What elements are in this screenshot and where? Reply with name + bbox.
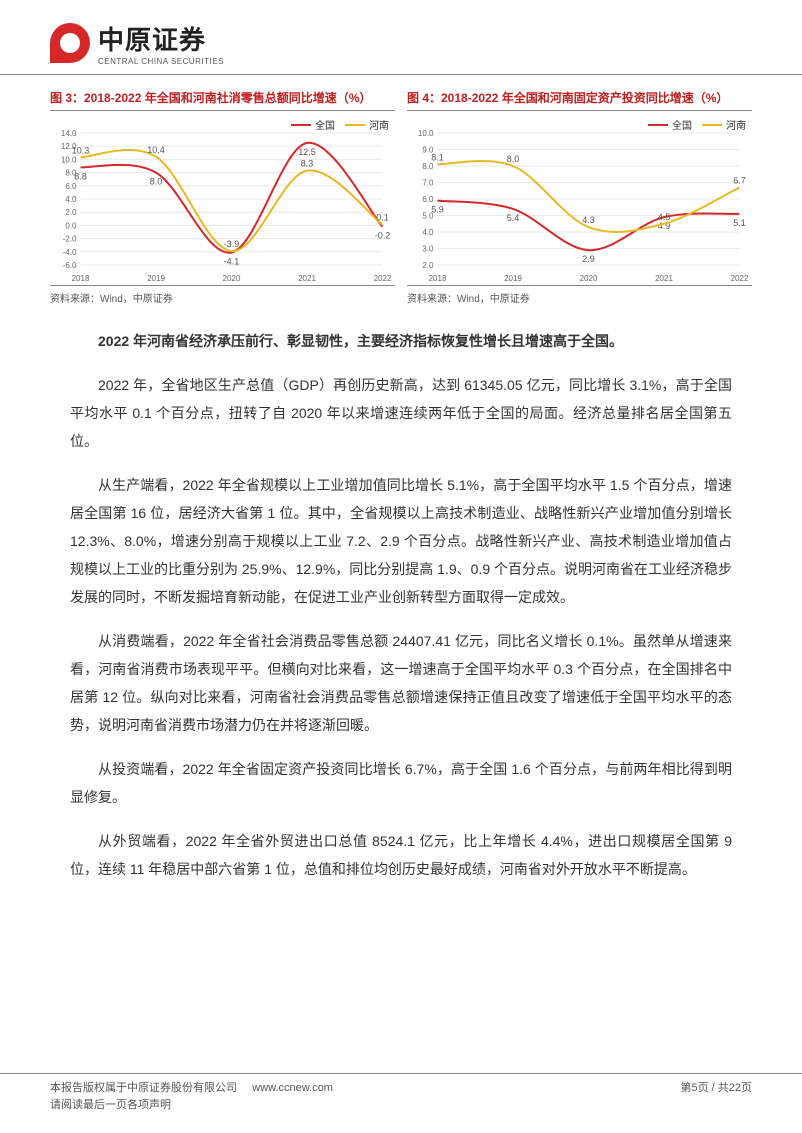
chart-4-legend: 全国 河南: [648, 117, 746, 132]
svg-text:6.0: 6.0: [422, 195, 434, 204]
svg-text:2019: 2019: [147, 274, 165, 283]
svg-text:-0.2: -0.2: [375, 231, 391, 241]
legend-item-henan: 河南: [345, 117, 389, 132]
paragraph-1: 2022 年，全省地区生产总值（GDP）再创历史新高，达到 61345.05 亿…: [70, 371, 732, 455]
svg-text:12.5: 12.5: [298, 147, 316, 157]
footer-url: www.ccnew.com: [252, 1082, 333, 1094]
lead-paragraph: 2022 年河南省经济承压前行、彰显韧性，主要经济指标恢复性增长且增速高于全国。: [70, 327, 732, 355]
chart-3-source: 资料来源：Wind，中原证券: [50, 285, 395, 309]
svg-text:0.0: 0.0: [65, 221, 77, 230]
paragraph-5: 从外贸端看，2022 年全省外贸进出口总值 8524.1 亿元，比上年增长 4.…: [70, 827, 732, 883]
chart-3-legend: 全国 河南: [291, 117, 389, 132]
footer-left: 本报告版权属于中原证券股份有限公司 www.ccnew.com 请阅读最后一页各…: [50, 1080, 333, 1115]
svg-text:5.4: 5.4: [507, 213, 520, 223]
logo-text-en: CENTRAL CHINA SECURITIES: [98, 57, 224, 66]
legend-swatch: [702, 124, 722, 126]
legend-swatch: [648, 124, 668, 126]
svg-text:4.5: 4.5: [658, 212, 671, 222]
logo: 中原证券 CENTRAL CHINA SECURITIES: [50, 20, 752, 66]
svg-text:-6.0: -6.0: [63, 261, 77, 270]
paragraph-4: 从投资端看，2022 年全省固定资产投资同比增长 6.7%，高于全国 1.6 个…: [70, 755, 732, 811]
svg-text:3.0: 3.0: [422, 245, 434, 254]
body-text: 2022 年河南省经济承压前行、彰显韧性，主要经济指标恢复性增长且增速高于全国。…: [0, 309, 802, 883]
svg-text:2.9: 2.9: [582, 254, 595, 264]
legend-swatch: [291, 124, 311, 126]
svg-text:5.1: 5.1: [733, 218, 746, 228]
svg-text:2018: 2018: [429, 274, 447, 283]
svg-text:2019: 2019: [504, 274, 522, 283]
svg-text:2.0: 2.0: [65, 208, 77, 217]
svg-text:2021: 2021: [298, 274, 316, 283]
chart-4-title: 图 4：2018-2022 年全国和河南固定资产投资同比增速（%）: [407, 85, 752, 111]
charts-row: 图 3：2018-2022 年全国和河南社消零售总额同比增速（%） 全国 河南 …: [0, 75, 802, 309]
legend-item-national: 全国: [291, 117, 335, 132]
logo-text-cn: 中原证券: [98, 20, 224, 57]
footer-copyright: 本报告版权属于中原证券股份有限公司: [50, 1082, 237, 1094]
chart-4-svg: 2.03.04.05.06.07.08.09.010.0201820192020…: [407, 115, 752, 285]
chart-3-svg: -6.0-4.0-2.00.02.04.06.08.010.012.014.02…: [50, 115, 395, 285]
svg-text:0.1: 0.1: [376, 213, 389, 223]
footer-notice: 请阅读最后一页各项声明: [50, 1099, 171, 1111]
chart-3-block: 图 3：2018-2022 年全国和河南社消零售总额同比增速（%） 全国 河南 …: [50, 85, 395, 309]
svg-text:-4.0: -4.0: [63, 248, 77, 257]
svg-text:5.9: 5.9: [431, 205, 444, 215]
legend-swatch: [345, 124, 365, 126]
chart-3-area: 全国 河南 -6.0 -4.0 -2.0 0.0 2.0 4.0 6.0 8.0 10.0 12.…: [50, 115, 395, 285]
svg-text:2.0: 2.0: [422, 261, 434, 270]
svg-text:14.0: 14.0: [61, 129, 77, 138]
svg-text:4.0: 4.0: [65, 195, 77, 204]
svg-text:2022: 2022: [731, 274, 749, 283]
svg-text:10.0: 10.0: [418, 129, 434, 138]
svg-text:2018: 2018: [72, 274, 90, 283]
paragraph-2: 从生产端看，2022 年全省规模以上工业增加值同比增长 5.1%，高于全国平均水…: [70, 471, 732, 611]
legend-label: 全国: [315, 117, 335, 132]
svg-text:-4.1: -4.1: [224, 256, 240, 266]
svg-text:7.0: 7.0: [422, 179, 434, 188]
chart-4-source: 资料来源：Wind，中原证券: [407, 285, 752, 309]
paragraph-3: 从消费端看，2022 年全省社会消费品零售总额 24407.41 亿元，同比名义…: [70, 627, 732, 739]
svg-text:4.3: 4.3: [582, 215, 595, 225]
svg-text:2020: 2020: [223, 274, 241, 283]
footer: 本报告版权属于中原证券股份有限公司 www.ccnew.com 请阅读最后一页各…: [0, 1073, 802, 1115]
svg-text:2022: 2022: [374, 274, 392, 283]
svg-text:8.0: 8.0: [507, 154, 520, 164]
footer-page: 第5页 / 共22页: [680, 1082, 752, 1094]
chart-4-area: 全国 河南 2.03.04.05.06.07.08.09.010.0201820…: [407, 115, 752, 285]
footer-right: 第5页 / 共22页: [680, 1080, 752, 1115]
logo-mark-icon: [50, 23, 90, 63]
svg-text:10.0: 10.0: [61, 155, 77, 164]
legend-item-national: 全国: [648, 117, 692, 132]
svg-text:-3.9: -3.9: [224, 239, 240, 249]
legend-label: 河南: [726, 117, 746, 132]
svg-text:8.0: 8.0: [150, 177, 163, 187]
svg-text:6.0: 6.0: [65, 182, 77, 191]
svg-text:2020: 2020: [580, 274, 598, 283]
page: 中原证券 CENTRAL CHINA SECURITIES 图 3：2018-2…: [0, 0, 802, 1133]
svg-text:10.3: 10.3: [72, 145, 90, 155]
svg-text:8.3: 8.3: [301, 159, 314, 169]
svg-text:8.0: 8.0: [422, 162, 434, 171]
svg-text:10.4: 10.4: [147, 145, 165, 155]
svg-text:4.0: 4.0: [422, 228, 434, 237]
svg-text:-2.0: -2.0: [63, 235, 77, 244]
header: 中原证券 CENTRAL CHINA SECURITIES: [0, 20, 802, 75]
svg-text:8.8: 8.8: [74, 171, 87, 181]
chart-3-title: 图 3：2018-2022 年全国和河南社消零售总额同比增速（%）: [50, 85, 395, 111]
svg-text:6.7: 6.7: [733, 175, 746, 185]
svg-text:2021: 2021: [655, 274, 673, 283]
chart-4-block: 图 4：2018-2022 年全国和河南固定资产投资同比增速（%） 全国 河南 …: [407, 85, 752, 309]
svg-text:8.1: 8.1: [431, 152, 444, 162]
legend-item-henan: 河南: [702, 117, 746, 132]
legend-label: 河南: [369, 117, 389, 132]
legend-label: 全国: [672, 117, 692, 132]
